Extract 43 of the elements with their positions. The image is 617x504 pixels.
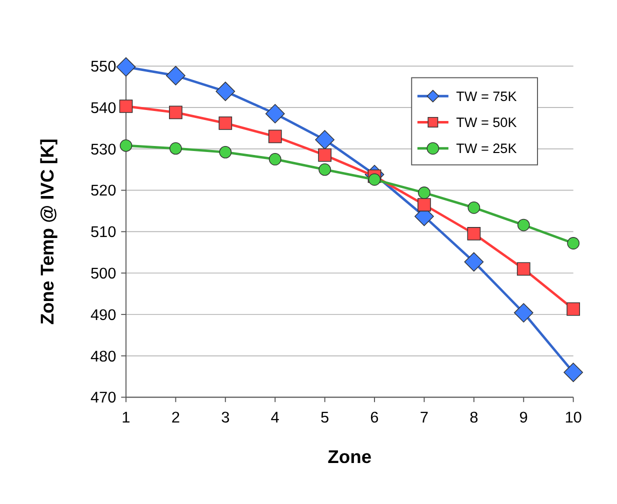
x-tick-label: 3 <box>221 409 230 426</box>
point <box>467 227 481 240</box>
x-tick-label: 10 <box>564 409 582 426</box>
x-tick-label: 7 <box>420 409 429 426</box>
point <box>119 100 133 113</box>
point <box>516 262 530 276</box>
point <box>418 198 431 212</box>
point <box>219 146 232 158</box>
point <box>169 142 182 155</box>
x-tick-label: 2 <box>171 409 180 426</box>
point <box>517 218 530 232</box>
point <box>566 302 580 316</box>
legend-label: TW = 25K <box>456 141 517 156</box>
point <box>318 163 331 176</box>
legend-label: TW = 50K <box>456 115 517 130</box>
x-tick-label: 4 <box>270 409 280 426</box>
y-axis-title: Zone Temp @ IVC [K] <box>36 138 58 325</box>
point <box>218 116 232 130</box>
x-tick-label: 9 <box>519 409 528 426</box>
point <box>418 186 430 199</box>
y-tick-label: 550 <box>90 58 116 76</box>
x-tick-label: 8 <box>470 409 478 426</box>
point <box>567 237 580 250</box>
y-tick-label: 470 <box>90 390 116 407</box>
point <box>318 148 332 162</box>
point <box>468 201 480 214</box>
y-tick-label: 530 <box>90 141 116 158</box>
y-tick-label: 480 <box>90 348 116 366</box>
x-axis-title: Zone <box>328 446 372 468</box>
x-tick-label: 1 <box>122 409 130 426</box>
x-tick-label: 6 <box>370 409 379 426</box>
y-tick-label: 510 <box>90 224 116 242</box>
point <box>268 153 282 166</box>
x-tick-label: 5 <box>320 409 330 426</box>
y-tick-label: 520 <box>90 182 116 200</box>
point <box>120 139 132 152</box>
y-tick-label: 490 <box>90 306 116 324</box>
legend-label: TW = 75K <box>456 88 517 104</box>
point <box>268 130 282 144</box>
point <box>368 173 381 186</box>
point <box>169 106 182 120</box>
y-tick-label: 540 <box>90 100 116 117</box>
y-tick-label: 500 <box>90 265 116 282</box>
